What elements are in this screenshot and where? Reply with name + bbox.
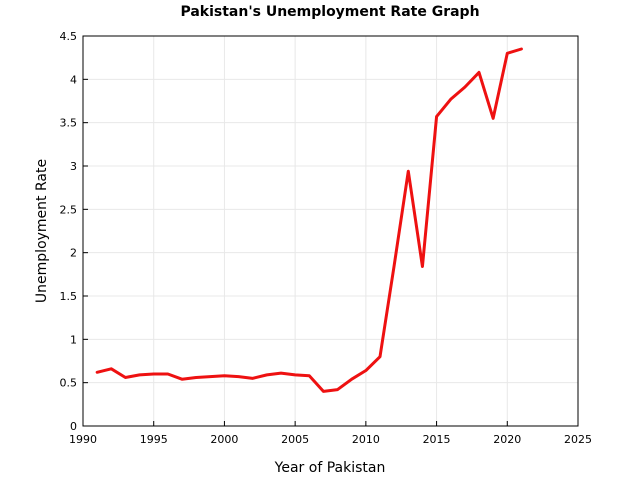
series-line xyxy=(95,47,523,393)
x-axis-label: Year of Pakistan xyxy=(274,460,386,476)
y-tick-label: 4 xyxy=(70,73,77,86)
x-tick-label: 2000 xyxy=(210,433,238,446)
y-tick-label: 3.5 xyxy=(60,117,78,130)
series-layer xyxy=(95,47,523,393)
y-tick-label: 2 xyxy=(70,247,77,260)
x-tick-label: 1990 xyxy=(69,433,97,446)
grid xyxy=(82,35,579,427)
x-tick-label: 2010 xyxy=(352,433,380,446)
y-tick-label: 1 xyxy=(70,333,77,346)
x-tick-label: 1995 xyxy=(140,433,168,446)
y-tick-label: 2.5 xyxy=(60,203,78,216)
chart-title: Pakistan's Unemployment Rate Graph xyxy=(180,4,479,20)
x-tick-label: 2005 xyxy=(281,433,309,446)
axis-ticks: 1990 1995 2000 2005 2010 2015 2020 2025 0 0.5 1 1.5… xyxy=(60,30,593,446)
x-tick-label: 2025 xyxy=(564,433,592,446)
y-tick-label: 0 xyxy=(70,420,77,433)
y-tick-label: 3 xyxy=(70,160,77,173)
plot-frame xyxy=(82,35,579,427)
y-axis-label: Unemployment Rate xyxy=(34,159,50,303)
x-tick-label: 2015 xyxy=(423,433,451,446)
x-tick-label: 2020 xyxy=(493,433,521,446)
y-tick-label: 1.5 xyxy=(60,290,78,303)
y-tick-label: 4.5 xyxy=(60,30,78,43)
y-tick-label: 0.5 xyxy=(60,377,78,390)
